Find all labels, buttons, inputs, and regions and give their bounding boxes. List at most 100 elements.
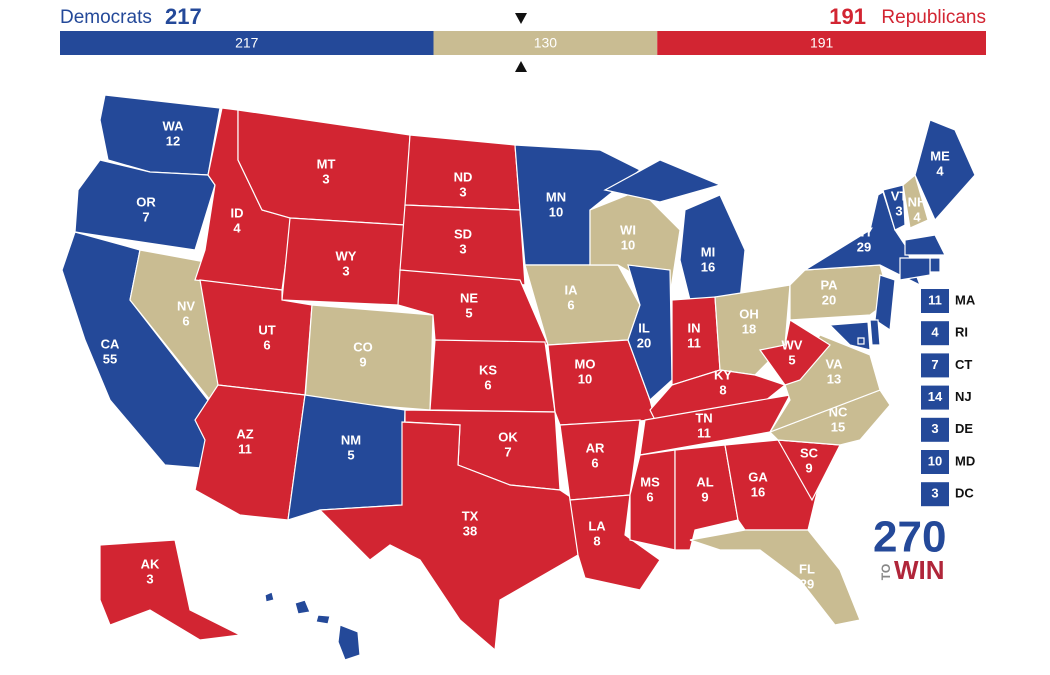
tally-value: 217 (235, 35, 259, 51)
state-abbr: MD (955, 453, 975, 468)
state-abbr: ND (454, 169, 473, 184)
state: WY3 (281, 217, 406, 306)
state-abbr: AK (141, 556, 160, 571)
state-abbr: PA (820, 277, 838, 292)
state-abbr: NM (341, 432, 361, 447)
state-abbr: WA (163, 118, 185, 133)
state: 14 NJ (874, 274, 972, 410)
state-shape (869, 319, 881, 346)
state-votes: 9 (359, 354, 366, 369)
state-box (921, 289, 949, 313)
state: AL9 (674, 444, 739, 551)
state: LA8 (569, 494, 661, 591)
state-abbr: DC (955, 486, 974, 501)
state-abbr: IL (638, 320, 650, 335)
state: MS6 (629, 449, 676, 551)
tally-segment (657, 31, 986, 55)
tally-value: 191 (810, 35, 834, 51)
state: ME4 (914, 119, 976, 222)
state-abbr: AL (696, 474, 713, 489)
state-shape (569, 494, 661, 591)
state: VT3 (882, 184, 907, 231)
state-votes: 55 (103, 351, 117, 366)
state-votes: 5 (347, 447, 354, 462)
state-votes: 6 (263, 337, 270, 352)
state-votes: 6 (567, 297, 574, 312)
state-shape (74, 159, 216, 251)
state: 4 RI (921, 257, 968, 346)
state-votes: 9 (701, 489, 708, 504)
state-abbr: NY (855, 224, 873, 239)
state-votes: 4 (318, 644, 326, 659)
state-abbr: MT (317, 156, 336, 171)
state-votes: 11 (928, 292, 942, 307)
state-abbr: OH (739, 306, 759, 321)
state: KS6 (429, 339, 556, 413)
state-votes: 6 (182, 313, 189, 328)
tally-value: 130 (534, 35, 558, 51)
state: UT6 (199, 279, 313, 396)
state-votes: 6 (484, 377, 491, 392)
state: 7 CT (899, 257, 972, 378)
state-shape (904, 234, 946, 256)
state-box (921, 482, 949, 507)
state-shape (902, 173, 929, 229)
state-abbr: ME (930, 148, 950, 163)
state: CO9 (304, 304, 434, 411)
state-votes: 6 (646, 489, 653, 504)
state: OR7 (74, 159, 216, 251)
state-votes: 3 (146, 571, 153, 586)
state: NH4 (902, 173, 929, 229)
state-votes: 3 (459, 184, 466, 199)
state-shape (99, 94, 221, 176)
state-shape (99, 539, 243, 641)
state-votes: 8 (593, 533, 600, 548)
state-votes: 3 (931, 421, 938, 436)
state: AK3 (99, 539, 243, 641)
state-votes: 18 (742, 321, 756, 336)
state-abbr: SD (454, 226, 472, 241)
state-abbr: MI (701, 244, 715, 259)
state-box (921, 385, 949, 410)
state-shape (882, 184, 906, 231)
state-votes: 3 (342, 263, 349, 278)
state-votes: 7 (504, 444, 511, 459)
state: 3 DC (857, 337, 974, 507)
midpoint-marker (515, 13, 527, 24)
state-abbr: IN (688, 320, 701, 335)
state-abbr: WY (336, 248, 357, 263)
logo: 270 TO WIN (873, 513, 946, 585)
logo-to: TO (879, 564, 893, 580)
state-votes: 29 (800, 576, 814, 591)
state-shape (914, 119, 976, 222)
state-shape (768, 334, 881, 434)
midpoint-marker (515, 61, 527, 72)
state: SC9 (776, 439, 841, 502)
state-abbr: TN (695, 410, 712, 425)
state-abbr: AR (586, 440, 605, 455)
state-shape (315, 614, 331, 625)
state-votes: 10 (549, 204, 563, 219)
state: 3 DE (869, 319, 973, 442)
state: AR6 (559, 419, 641, 501)
state-shape (318, 421, 579, 652)
state-box (921, 417, 949, 442)
state-abbr: RI (955, 325, 968, 340)
state-shape (857, 337, 865, 345)
state-abbr: WI (620, 222, 636, 237)
state-votes: 5 (465, 305, 472, 320)
logo-win: WIN (894, 555, 945, 585)
state-abbr: NV (177, 298, 195, 313)
state-abbr: CO (353, 339, 373, 354)
state-abbr: NJ (955, 389, 972, 404)
state-votes: 5 (788, 352, 795, 367)
state-abbr: OR (136, 194, 156, 209)
state-votes: 3 (931, 486, 938, 501)
state-votes: 14 (928, 389, 943, 404)
state-abbr: KS (479, 362, 497, 377)
